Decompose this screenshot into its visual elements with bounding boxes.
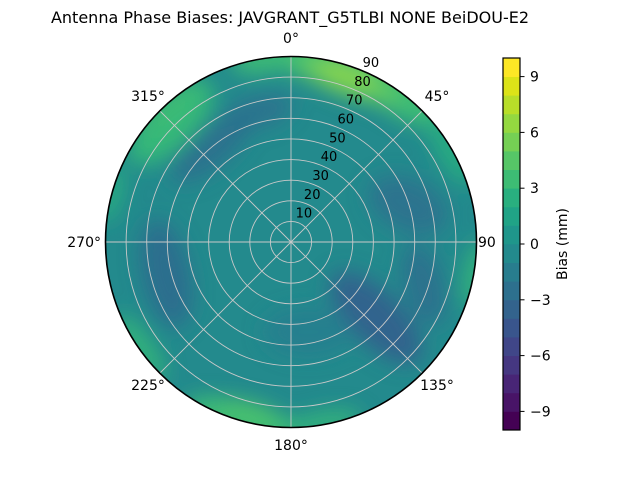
radial-tick-label: 20 bbox=[304, 188, 321, 203]
radial-tick-label: 60 bbox=[338, 113, 355, 128]
colorbar-tick-label: 9 bbox=[530, 70, 539, 86]
contour-region bbox=[223, 94, 293, 130]
colorbar-band bbox=[503, 113, 520, 133]
colorbar-band bbox=[503, 374, 520, 394]
theta-tick-labels: 0° 45° 90 135° 180° 225° 270° 315° bbox=[67, 31, 496, 454]
colorbar-band bbox=[503, 337, 520, 356]
grid-spoke bbox=[290, 110, 423, 243]
radial-tick-label: 70 bbox=[346, 94, 363, 109]
colorbar-gradient bbox=[503, 58, 520, 431]
colorbar-band bbox=[503, 76, 520, 96]
theta-label-270: 270° bbox=[67, 235, 101, 251]
colorbar-band bbox=[503, 355, 520, 375]
colorbar-band bbox=[503, 225, 520, 245]
colorbar-band bbox=[503, 299, 520, 319]
polar-grid bbox=[105, 56, 477, 428]
colorbar-tick-label: −3 bbox=[530, 293, 551, 309]
colorbar: 9 6 3 0 −3 −6 −9 Bias (mm) bbox=[502, 57, 571, 431]
colorbar-band bbox=[503, 95, 520, 115]
radial-tick-label: 90 bbox=[363, 56, 380, 71]
contour-region bbox=[170, 111, 252, 183]
theta-label-225: 225° bbox=[131, 378, 165, 394]
grid-spoke bbox=[290, 241, 423, 374]
colorbar-band bbox=[503, 58, 520, 77]
theta-label-90: 90 bbox=[478, 235, 496, 251]
theta-label-315: 315° bbox=[131, 89, 165, 105]
colorbar-label: Bias (mm) bbox=[555, 208, 571, 280]
chart-title: Antenna Phase Biases: JAVGRANT_G5TLBI NO… bbox=[51, 8, 529, 28]
contour-region bbox=[314, 62, 376, 90]
grid-spoke bbox=[159, 110, 292, 243]
theta-label-180: 180° bbox=[274, 438, 308, 454]
theta-label-135: 135° bbox=[420, 378, 454, 394]
grid-spoke bbox=[159, 241, 292, 374]
colorbar-tick-label: −9 bbox=[530, 404, 551, 420]
colorbar-band bbox=[503, 411, 520, 431]
colorbar-tick-label: −6 bbox=[530, 349, 551, 365]
colorbar-band bbox=[503, 188, 520, 208]
contour-region bbox=[139, 219, 193, 329]
colorbar-ticks: 9 6 3 0 −3 −6 −9 bbox=[520, 70, 551, 420]
radial-tick-label: 40 bbox=[321, 150, 338, 165]
theta-label-0: 0° bbox=[283, 31, 299, 47]
colorbar-tick-label: 3 bbox=[530, 181, 539, 197]
radial-tick-label: 10 bbox=[296, 207, 313, 222]
contour-region bbox=[329, 271, 423, 365]
theta-label-45: 45° bbox=[425, 89, 450, 105]
radial-tick-labels: 10 20 30 40 50 60 70 80 90 bbox=[296, 56, 380, 222]
colorbar-tick-label: 0 bbox=[530, 237, 539, 253]
colorbar-band bbox=[503, 318, 520, 338]
colorbar-tick-label: 6 bbox=[530, 125, 539, 141]
colorbar-band bbox=[503, 244, 520, 263]
contour-region bbox=[263, 308, 353, 356]
colorbar-band bbox=[503, 151, 520, 170]
radial-tick-label: 50 bbox=[329, 131, 346, 146]
colorbar-band bbox=[503, 206, 520, 226]
colorbar-band bbox=[503, 262, 520, 282]
colorbar-band bbox=[503, 132, 520, 152]
polar-outline bbox=[104, 55, 478, 429]
contour-region bbox=[368, 175, 448, 235]
contour-region bbox=[139, 79, 199, 135]
radial-tick-label: 80 bbox=[354, 75, 371, 90]
colorbar-band bbox=[503, 169, 520, 189]
contour-region bbox=[218, 399, 282, 425]
colorbar-band bbox=[503, 281, 520, 301]
radial-tick-label: 30 bbox=[312, 169, 329, 184]
colorbar-band bbox=[503, 392, 520, 412]
